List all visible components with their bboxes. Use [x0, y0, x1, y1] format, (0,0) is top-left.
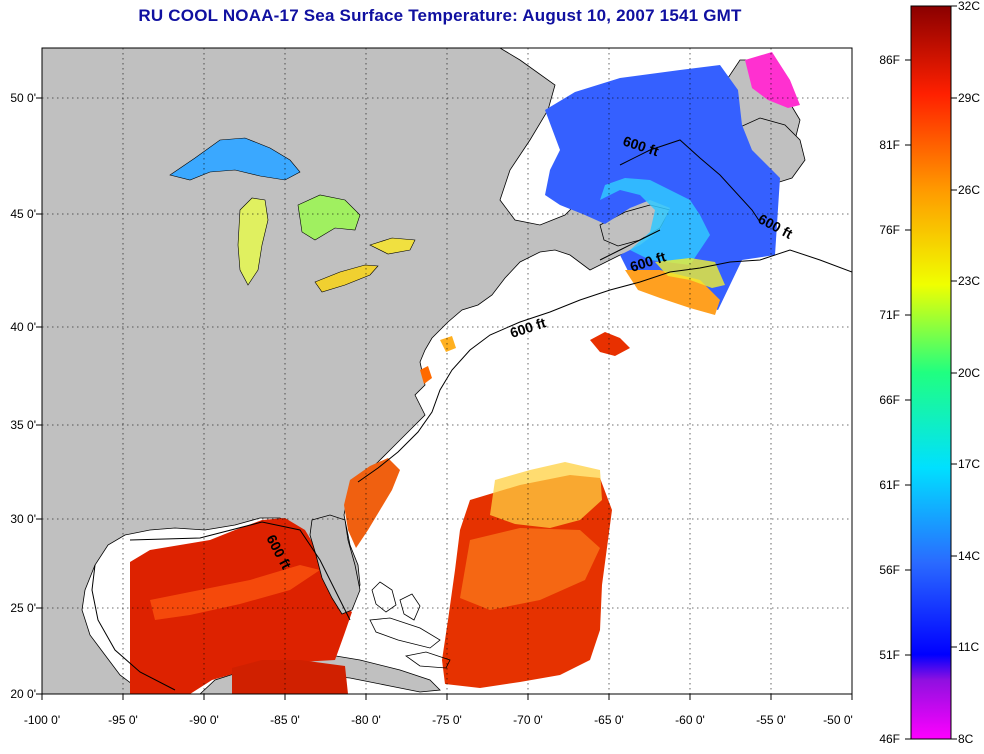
bahamas-islands	[369, 581, 451, 669]
x-tick-label: -85 0'	[270, 713, 300, 727]
lake-erie-sst	[314, 264, 379, 293]
colorbar-f-label: 46F	[879, 732, 900, 746]
x-tick-label: -75 0'	[432, 713, 462, 727]
mid-atlantic-warm-patch	[590, 332, 630, 356]
plot-area: 600 ft 600 ft 600 ft 600 ft 600 ft	[42, 48, 852, 694]
x-tick-label: -100 0'	[24, 713, 60, 727]
colorbar-c-label: 32C	[958, 0, 980, 13]
lake-huron-sst	[297, 194, 361, 241]
y-tick-label: 50 0'	[10, 91, 36, 105]
x-tick-label: -80 0'	[351, 713, 381, 727]
delaware-warm-patch	[440, 336, 456, 352]
map-title: RU COOL NOAA-17 Sea Surface Temperature:…	[138, 6, 742, 25]
x-tick-label: -55 0'	[756, 713, 786, 727]
colorbar-f-label: 61F	[879, 478, 900, 492]
colorbar-c-label: 29C	[958, 91, 980, 105]
y-tick-label: 30 0'	[10, 512, 36, 526]
colorbar-c-label: 11C	[958, 640, 979, 654]
colorbar-f-label: 76F	[879, 223, 900, 237]
grid-lines	[42, 48, 852, 694]
labrador-magenta-sst	[745, 52, 800, 108]
y-tick-label: 45 0'	[10, 207, 36, 221]
colorbar-f-label: 66F	[879, 393, 900, 407]
lake-ontario-sst	[369, 237, 416, 255]
frame-ticks	[36, 97, 853, 700]
y-tick-label: 35 0'	[10, 418, 36, 432]
florida-peninsula-land	[309, 514, 361, 615]
southeast-coast-warm-sst	[344, 458, 400, 548]
y-tick-label: 40 0'	[10, 320, 36, 334]
colorbar-c-label: 14C	[958, 549, 980, 563]
colorbar-f-label: 56F	[879, 563, 900, 577]
western-atlantic-yellow-sst	[490, 462, 602, 528]
colorbar-f-label: 51F	[879, 648, 900, 662]
x-tick-label: -65 0'	[594, 713, 624, 727]
colorbar-c-label: 17C	[958, 457, 980, 471]
y-tick-label: 25 0'	[10, 601, 36, 615]
x-axis-ticks: -100 0' -95 0' -90 0' -85 0' -80 0' -75 …	[24, 713, 853, 727]
lake-superior-sst	[169, 137, 301, 181]
colorbar-c-label: 26C	[958, 183, 980, 197]
caribbean-warm-sst	[232, 660, 348, 694]
gulf-orange-streaks	[150, 565, 320, 620]
colorbar-f-label: 81F	[879, 138, 900, 152]
colorbar-f-label: 71F	[879, 308, 900, 322]
y-axis-ticks: 50 0' 45 0' 40 0' 35 0' 30 0' 25 0' 20 0…	[10, 91, 36, 701]
colorbar-c-label: 23C	[958, 274, 980, 288]
x-tick-label: -50 0'	[823, 713, 853, 727]
colorbar-gradient	[910, 5, 952, 740]
x-tick-label: -95 0'	[108, 713, 138, 727]
chesapeake-warm-patch	[420, 366, 432, 384]
gulf-of-mexico-warm-sst	[130, 518, 352, 694]
x-tick-label: -70 0'	[513, 713, 543, 727]
temperature-colorbar: 86F 81F 76F 71F 66F 61F 56F 51F 46F 32C …	[879, 0, 980, 746]
colorbar-c-label: 20C	[958, 366, 980, 380]
x-tick-label: -90 0'	[189, 713, 219, 727]
nearshore-cyan-sst	[600, 178, 710, 265]
lake-michigan-sst	[237, 197, 269, 286]
western-atlantic-orange-sst	[460, 528, 600, 610]
colorbar-f-label: 86F	[879, 53, 900, 67]
colorbar-ticks	[905, 5, 957, 740]
y-tick-label: 20 0'	[10, 687, 36, 701]
x-tick-label: -60 0'	[675, 713, 705, 727]
colorbar-c-label: 8C	[958, 732, 974, 746]
